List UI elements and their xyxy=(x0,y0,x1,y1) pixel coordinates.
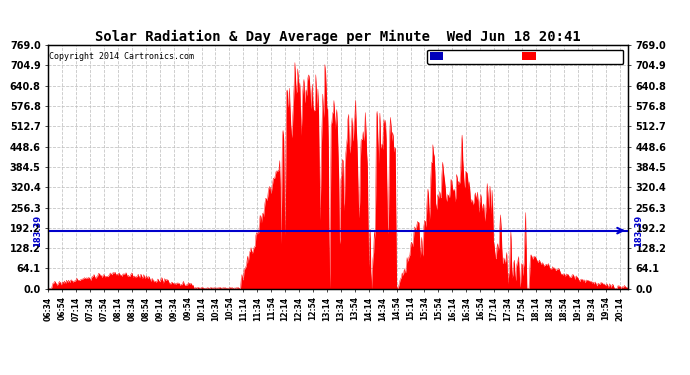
Text: Copyright 2014 Cartronics.com: Copyright 2014 Cartronics.com xyxy=(50,53,195,61)
Legend: Median (w/m2), Radiation (w/m2): Median (w/m2), Radiation (w/m2) xyxy=(427,50,623,64)
Text: 183.39: 183.39 xyxy=(633,214,642,247)
Title: Solar Radiation & Day Average per Minute  Wed Jun 18 20:41: Solar Radiation & Day Average per Minute… xyxy=(95,30,581,44)
Text: 183.39: 183.39 xyxy=(34,214,43,247)
